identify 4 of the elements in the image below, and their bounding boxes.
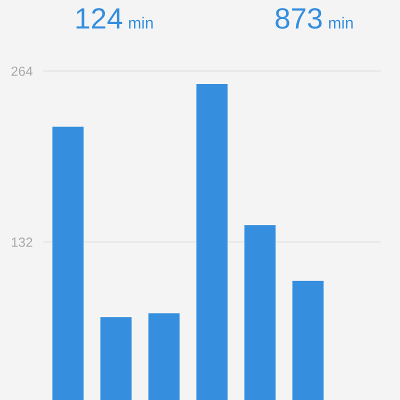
- text: 124 min: [76, 8, 153, 28]
- y-tick-label: 264: [12, 66, 33, 76]
- text: 873 min: [276, 8, 353, 29]
- y-tick-label: 132: [12, 238, 32, 247]
